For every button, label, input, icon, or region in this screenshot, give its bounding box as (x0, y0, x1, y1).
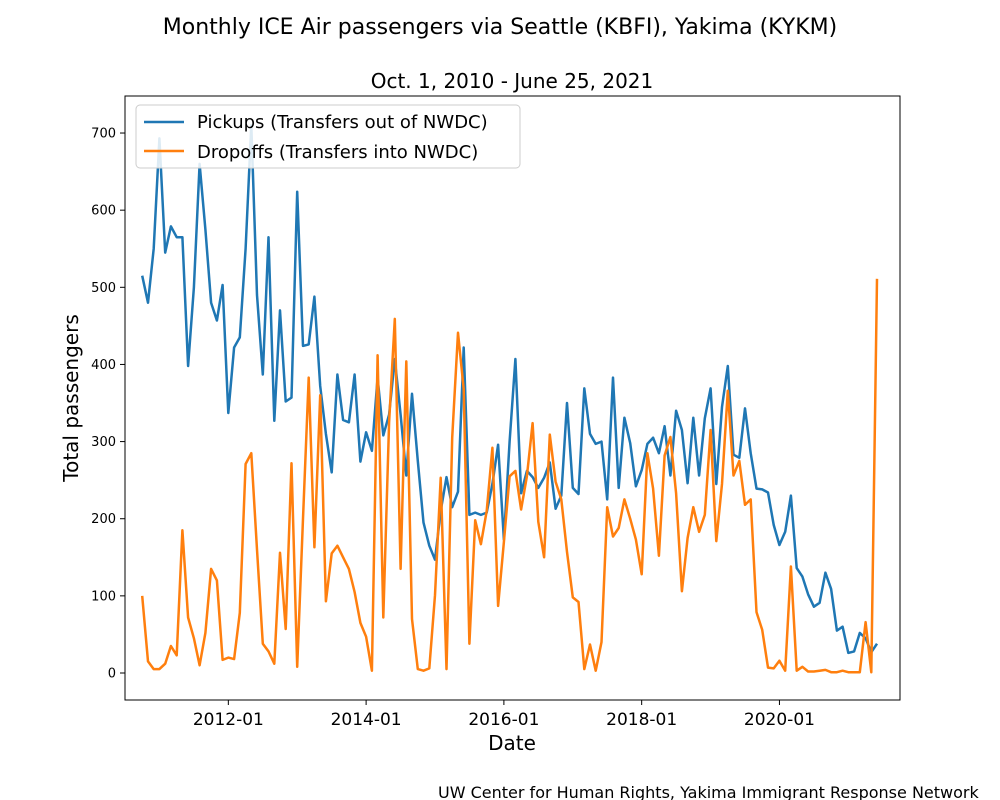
legend: Pickups (Transfers out of NWDC) Dropoffs… (135, 104, 521, 169)
y-tick-label: 600 (91, 204, 116, 219)
x-axis-label: Date (488, 731, 536, 755)
x-tick-label: 2012-01 (193, 710, 264, 730)
x-tick-label: 2014-01 (331, 710, 402, 730)
y-axis-label: Total passengers (59, 314, 83, 482)
chart-title: Monthly ICE Air passengers via Seattle (… (163, 15, 837, 40)
y-tick-label: 500 (91, 281, 116, 296)
x-tick-label: 2018-01 (606, 710, 677, 730)
series-line-pickups (140, 124, 879, 655)
y-tick-label: 400 (91, 358, 116, 373)
series-points-pickups (142, 125, 878, 653)
legend-label-pickups: Pickups (Transfers out of NWDC) (197, 112, 488, 133)
series-points-dropoffs (142, 278, 878, 673)
x-tick-label: 2016-01 (468, 710, 539, 730)
y-tick-label: 200 (91, 512, 116, 527)
plot-frame (124, 95, 901, 701)
source-credit: UW Center for Human Rights, Yakima Immig… (438, 783, 979, 800)
y-axis: 0 100 200 300 400 500 600 700 (91, 127, 125, 682)
chart-subtitle: Oct. 1, 2010 - June 25, 2021 (371, 69, 654, 93)
series-line-dropoffs (140, 278, 879, 674)
x-tick-label: 2020-01 (744, 710, 815, 730)
legend-box (135, 104, 521, 169)
legend-label-dropoffs: Dropoffs (Transfers into NWDC) (197, 142, 478, 163)
y-tick-label: 100 (91, 589, 116, 604)
y-tick-label: 300 (91, 435, 116, 450)
x-axis: 2012-01 2014-01 2016-01 2018-01 2020-01 (193, 700, 815, 730)
plot-area (140, 124, 879, 674)
y-tick-label: 0 (108, 667, 116, 682)
y-tick-label: 700 (91, 127, 116, 142)
